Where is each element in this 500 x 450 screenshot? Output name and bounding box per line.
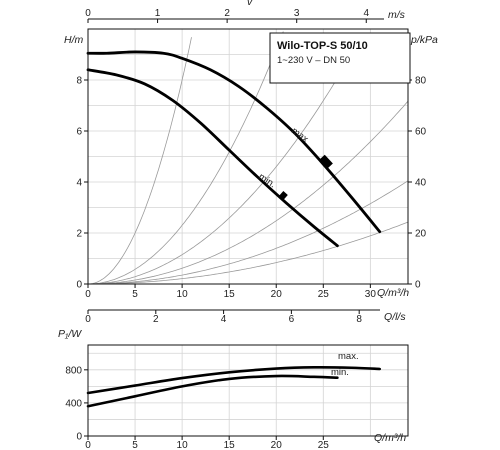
data-series — [86, 50, 382, 408]
velocity-tick-label: 1 — [155, 8, 161, 19]
head-tick-label: 6 — [76, 127, 82, 138]
velocity-tick-label: 4 — [363, 8, 369, 19]
power-curve-min — [86, 374, 339, 408]
power-flow-tick-label: 15 — [224, 440, 236, 450]
system-curve — [88, 32, 364, 285]
flow-ls-tick-label: 0 — [85, 314, 91, 325]
flow-tick-label: 15 — [224, 289, 236, 300]
power-tick-label: 0 — [76, 432, 82, 443]
system-curve — [88, 221, 409, 285]
max-curve-label: max — [289, 126, 310, 146]
power-flow-tick-label: 10 — [177, 440, 189, 450]
flow-ls-tick-label: 2 — [153, 314, 159, 325]
head-panel-frame — [87, 28, 409, 285]
power-max-label: max. — [338, 351, 359, 362]
title-box — [269, 32, 411, 84]
flow-tick-label: 5 — [132, 289, 138, 300]
flow-ls-label: Q/l/s — [384, 311, 406, 323]
flow-ls-tick-label: 4 — [221, 314, 227, 325]
head-curve-max — [86, 50, 382, 234]
pressure-tick-label: 40 — [415, 178, 427, 189]
head-tick-label: 2 — [76, 229, 82, 240]
power-panel-frame — [87, 344, 409, 437]
chart-title: Wilo-TOP-S 50/10 — [277, 40, 368, 52]
flow-ls-tick-label: 8 — [356, 314, 362, 325]
velocity-tick-label: 0 — [85, 8, 91, 19]
axes-frames — [84, 18, 412, 440]
power-min-label: min. — [331, 367, 349, 378]
power-flow-tick-label: 25 — [318, 440, 330, 450]
flow-tick-label: 20 — [271, 289, 283, 300]
flow-ls-tick-label: 6 — [289, 314, 295, 325]
system-curves — [87, 31, 409, 285]
pressure-tick-label: 20 — [415, 229, 427, 240]
power-curve-max — [86, 366, 382, 395]
velocity-tick-label: 2 — [224, 8, 230, 19]
head-tick-label: 8 — [76, 76, 82, 87]
system-curve — [88, 100, 409, 285]
system-curve — [87, 37, 192, 285]
flow-tick-label: 10 — [177, 289, 189, 300]
top-axis-label: v — [247, 0, 253, 8]
head-tick-label: 4 — [76, 178, 82, 189]
flow-tick-label: 30 — [365, 289, 377, 300]
flow-x-label-top: Q/m³/h — [377, 287, 409, 299]
power-flow-tick-label: 20 — [271, 440, 283, 450]
pressure-y-label: p/kPa — [410, 34, 438, 46]
pressure-tick-label: 80 — [415, 76, 427, 87]
power-flow-tick-label: 0 — [85, 440, 91, 450]
pressure-tick-label: 0 — [415, 280, 421, 291]
pressure-tick-label: 60 — [415, 127, 427, 138]
power-tick-label: 800 — [65, 365, 82, 376]
system-curve — [88, 31, 284, 285]
power-y-label: P₁/W — [58, 328, 82, 340]
head-y-label: H/m — [64, 34, 84, 46]
power-tick-label: 400 — [65, 398, 82, 409]
system-curve — [88, 180, 409, 285]
flow-x-label-bottom: Q/m³/h — [374, 432, 406, 444]
power-flow-tick-label: 5 — [132, 440, 138, 450]
grid-lines — [88, 29, 408, 436]
flow-tick-label: 25 — [318, 289, 330, 300]
head-tick-label: 0 — [76, 280, 82, 291]
max-marker — [319, 154, 333, 169]
head-curve-min — [86, 68, 339, 248]
chart-subtitle: 1~230 V – DN 50 — [277, 55, 350, 66]
flow-tick-label: 0 — [85, 289, 91, 300]
min-marker — [279, 190, 288, 200]
top-axis-unit: m/s — [388, 9, 406, 21]
velocity-tick-label: 3 — [294, 8, 300, 19]
